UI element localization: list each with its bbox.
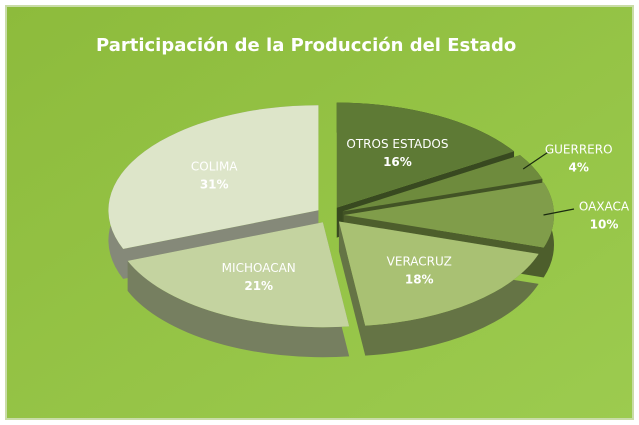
slice-value-label: 16% xyxy=(383,155,412,169)
slice-label: OTROS ESTADOS xyxy=(346,137,448,151)
slice xyxy=(127,222,350,328)
slice-value-label: 10% xyxy=(590,218,619,232)
slice-label: COLIMA xyxy=(191,159,238,173)
slice xyxy=(344,182,554,248)
slice-value-label: 4% xyxy=(568,160,588,174)
slice-label: MICHOACAN xyxy=(222,261,296,275)
slice xyxy=(336,102,515,208)
slice-value-label: 31% xyxy=(200,177,229,191)
leader-line xyxy=(522,151,550,170)
slice xyxy=(108,105,319,249)
slice-label: OAXACA xyxy=(579,200,630,214)
slice-label: VERACRUZ xyxy=(387,255,452,269)
slice xyxy=(342,155,543,212)
slice xyxy=(338,221,539,326)
slice-label: GUERRERO xyxy=(545,142,613,156)
slice-value-label: 21% xyxy=(244,279,273,293)
slice-value-label: 18% xyxy=(405,273,434,287)
chart-title: Participación de la Producción del Estad… xyxy=(96,35,516,56)
leader-line xyxy=(543,208,575,216)
